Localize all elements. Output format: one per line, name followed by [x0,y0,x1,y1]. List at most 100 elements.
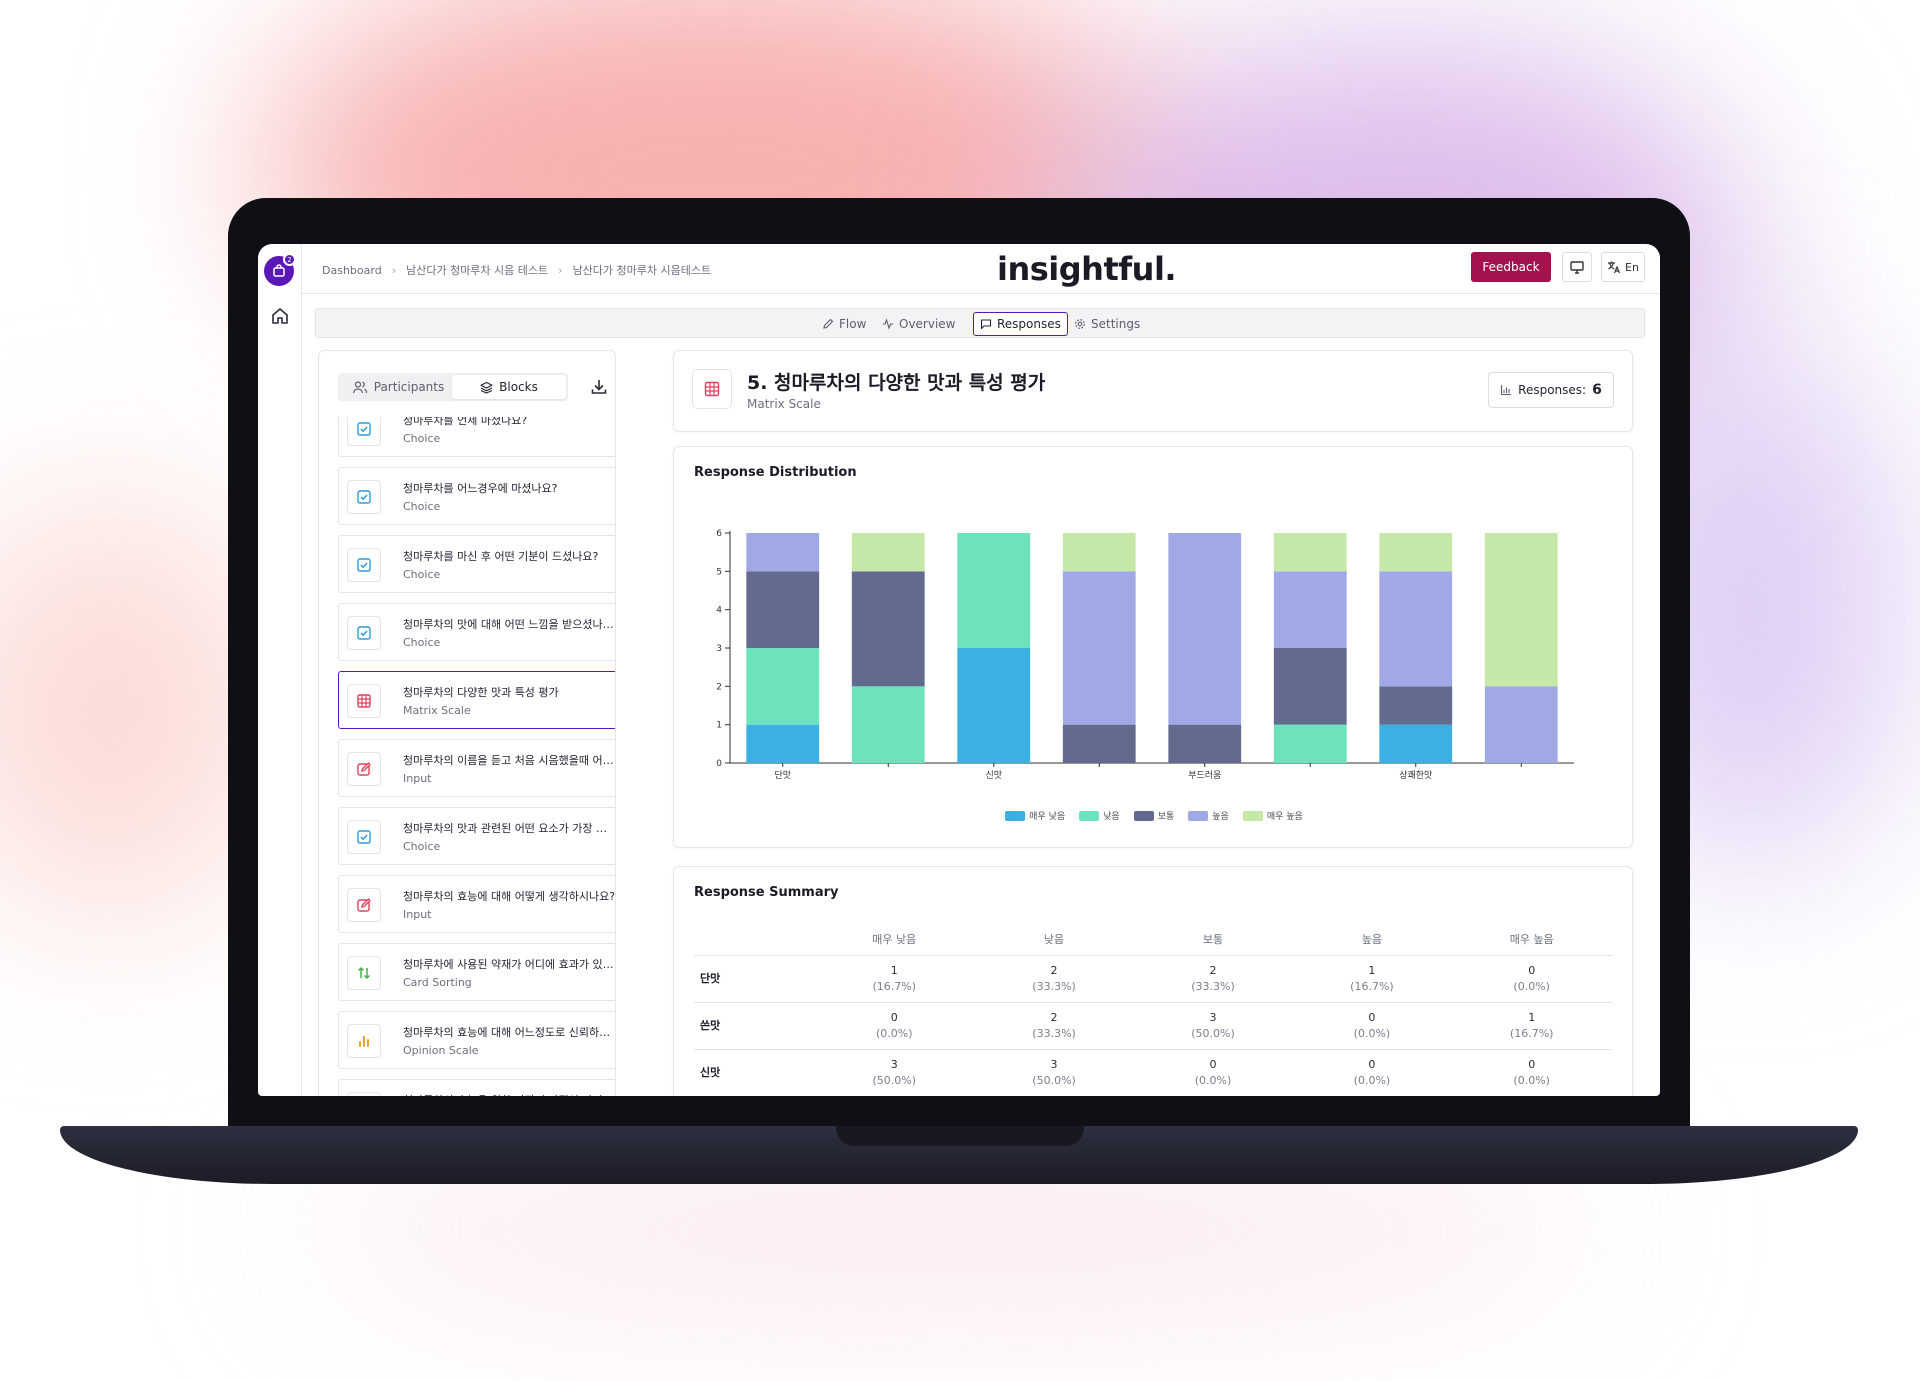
block-type: Card Sorting [403,976,472,989]
distribution-title: Response Distribution [694,465,857,480]
monitor-icon [1570,261,1584,274]
breadcrumb: Dashboard › 남산다가 청마루차 시음 테스트 › 남산다가 청마루차… [322,262,711,278]
message-icon [980,319,992,330]
legend-item[interactable]: 낮음 [1079,809,1120,822]
legend-label: 높음 [1212,812,1229,822]
translate-icon [1608,261,1621,274]
block-title: 청마루차의 이름을 듣고 처음 시음했을때 어떤 느낌이었나요? [403,754,615,767]
bar-chart-icon [347,1024,381,1058]
summary-percent: (16.7%) [872,979,917,993]
legend-label: 낮음 [1103,812,1120,822]
feedback-button[interactable]: Feedback [1471,252,1551,282]
block-item[interactable]: 청마루차를 언제 마셨나요? Choice [338,417,615,457]
bar-segment [1379,686,1453,725]
summary-title: Response Summary [694,885,839,900]
home-icon[interactable] [270,306,290,326]
summary-col-header: 매우 높음 [1451,923,1612,956]
summary-percent: (33.3%) [1191,979,1235,993]
summary-percent: (16.7%) [1350,979,1394,993]
responses-count: 6 [1592,382,1602,398]
legend-swatch [1005,810,1026,821]
tab-overview-label: Overview [899,317,956,331]
block-title: 청마루차를 언제 마셨나요? [403,417,528,427]
y-tick-label: 6 [716,529,722,539]
tab-settings-label: Settings [1091,317,1141,331]
responses-label: Responses: [1518,383,1587,397]
legend-label: 보통 [1157,812,1175,822]
block-type: Matrix Scale [403,704,471,717]
tab-flow[interactable]: Flow [816,312,872,336]
block-item[interactable]: 청마루차를 마신 후 어떤 기분이 드셨나요? Choice [338,535,615,593]
legend-item[interactable]: 매우 낮음 [1005,809,1065,822]
tab-flow-label: Flow [839,317,867,331]
segment-participants[interactable]: Participants [344,375,452,399]
summary-row: 신맛 3 (50.0%) 3 (50.0%) 0 (0.0%) 0 (0.0%) 0 (0.0%) [694,1049,1612,1096]
x-tick-label: 신맛 [985,770,1002,781]
bar-segment [1379,571,1453,687]
responses-count-badge: Responses: 6 [1488,372,1614,408]
block-item[interactable]: 청마루차의 다양한 맛과 특성 평가 Matrix Scale [338,671,615,729]
checkbox-icon [347,480,381,514]
legend-item[interactable]: 보통 [1133,809,1175,822]
bar-segment [1379,724,1453,763]
summary-col-header: 높음 [1292,923,1452,956]
block-item[interactable]: 청마루차의 이름을 듣고 처음 시음했을때 어떤 느낌이었나요? Input [338,739,615,797]
summary-percent: (0.0%) [1194,1073,1232,1087]
block-item[interactable]: 청마루차의 효능에 대해 어느정도로 신뢰하시나요? Opinion Scale [338,1011,615,1069]
block-item[interactable]: 청마루차의 맛과 관련된 어떤 요소가 가장 좋았나요? Choice [338,807,616,865]
breadcrumb-dashboard[interactable]: Dashboard [322,263,382,277]
language-button[interactable]: En [1601,252,1645,282]
block-title: 청마루차의 맛과 관련된 어떤 요소가 가장 좋았나요? [403,822,616,835]
checkbox-icon [347,1092,381,1096]
block-title: 청마루차에 사용된 약재가 어디에 효과가 있을까요? [403,958,616,971]
bar-segment [851,686,925,763]
legend-label: 매우 높음 [1266,812,1303,822]
bar-segment [1484,686,1558,763]
summary-cell: 2 (33.3%) [974,955,1134,1003]
legend-label: 매우 낮음 [1029,812,1066,822]
block-type: Choice [403,568,441,581]
user-menu-button[interactable] [1654,252,1660,282]
block-title: 청마루차를 어느경우에 마셨나요? [403,482,558,495]
legend-item[interactable]: 매우 높음 [1242,809,1303,822]
summary-percent: (50.0%) [1032,1073,1076,1087]
preview-button[interactable] [1562,252,1592,282]
block-type: Choice [403,500,441,513]
block-item[interactable]: 청마루차의 효능에 대해 어떻게 생각하시나요? Input [338,875,615,933]
grid-icon [692,369,732,409]
block-item[interactable]: 청마루차를 어느경우에 마셨나요? Choice [338,467,615,525]
bar-segment [746,724,820,763]
summary-cell: 3 (50.0%) [814,1049,975,1096]
bar-segment [1062,724,1136,763]
block-title: 청마루차의 맛에 대해 어떤 느낌을 받으셨나요? [403,618,616,631]
legend-item[interactable]: 높음 [1188,809,1229,822]
block-item[interactable]: 청마루차의 효능을 위한 가장 효과적인 마시는 방법Choice [338,1079,615,1096]
x-tick-label: 부드러움 [1188,770,1221,781]
summary-count: 2 [1050,1010,1058,1024]
summary-count: 3 [890,1057,898,1071]
summary-count: 3 [1050,1057,1058,1071]
workspace-button[interactable]: 2 [264,253,296,286]
bar-segment [1062,571,1136,725]
breadcrumb-test[interactable]: 남산다가 청마루차 시음테스트 [572,264,712,277]
summary-row-label: 쓴맛 [694,1002,814,1050]
segment-participants-label: Participants [373,380,445,394]
block-type: Choice [403,432,441,445]
block-item[interactable]: 청마루차의 맛에 대해 어떤 느낌을 받으셨나요? Choice [338,603,616,661]
segment-blocks[interactable]: Blocks [452,375,566,399]
block-item[interactable]: 청마루차에 사용된 약재가 어디에 효과가 있을까요? Card Sorting [338,943,616,1001]
tab-overview[interactable]: Overview [876,312,962,336]
block-list: 청마루차를 언제 마셨나요? Choice 청마루차를 어느경우에 마셨나요? Cho… [338,417,616,1096]
block-type: Input [403,908,432,921]
download-icon[interactable] [589,377,609,397]
y-tick-label: 5 [716,567,722,577]
block-title: 청마루차의 다양한 맛과 특성 평가 [403,686,559,699]
bar-segment [1379,533,1453,572]
summary-count: 0 [1368,1057,1376,1071]
summary-count: 3 [1209,1010,1217,1024]
summary-corner-cell [694,923,814,956]
breadcrumb-project[interactable]: 남산다가 청마루차 시음 테스트 [406,264,549,277]
summary-percent: (50.0%) [1191,1026,1235,1040]
tab-responses[interactable]: Responses [973,312,1068,336]
tab-settings[interactable]: Settings [1068,312,1146,336]
